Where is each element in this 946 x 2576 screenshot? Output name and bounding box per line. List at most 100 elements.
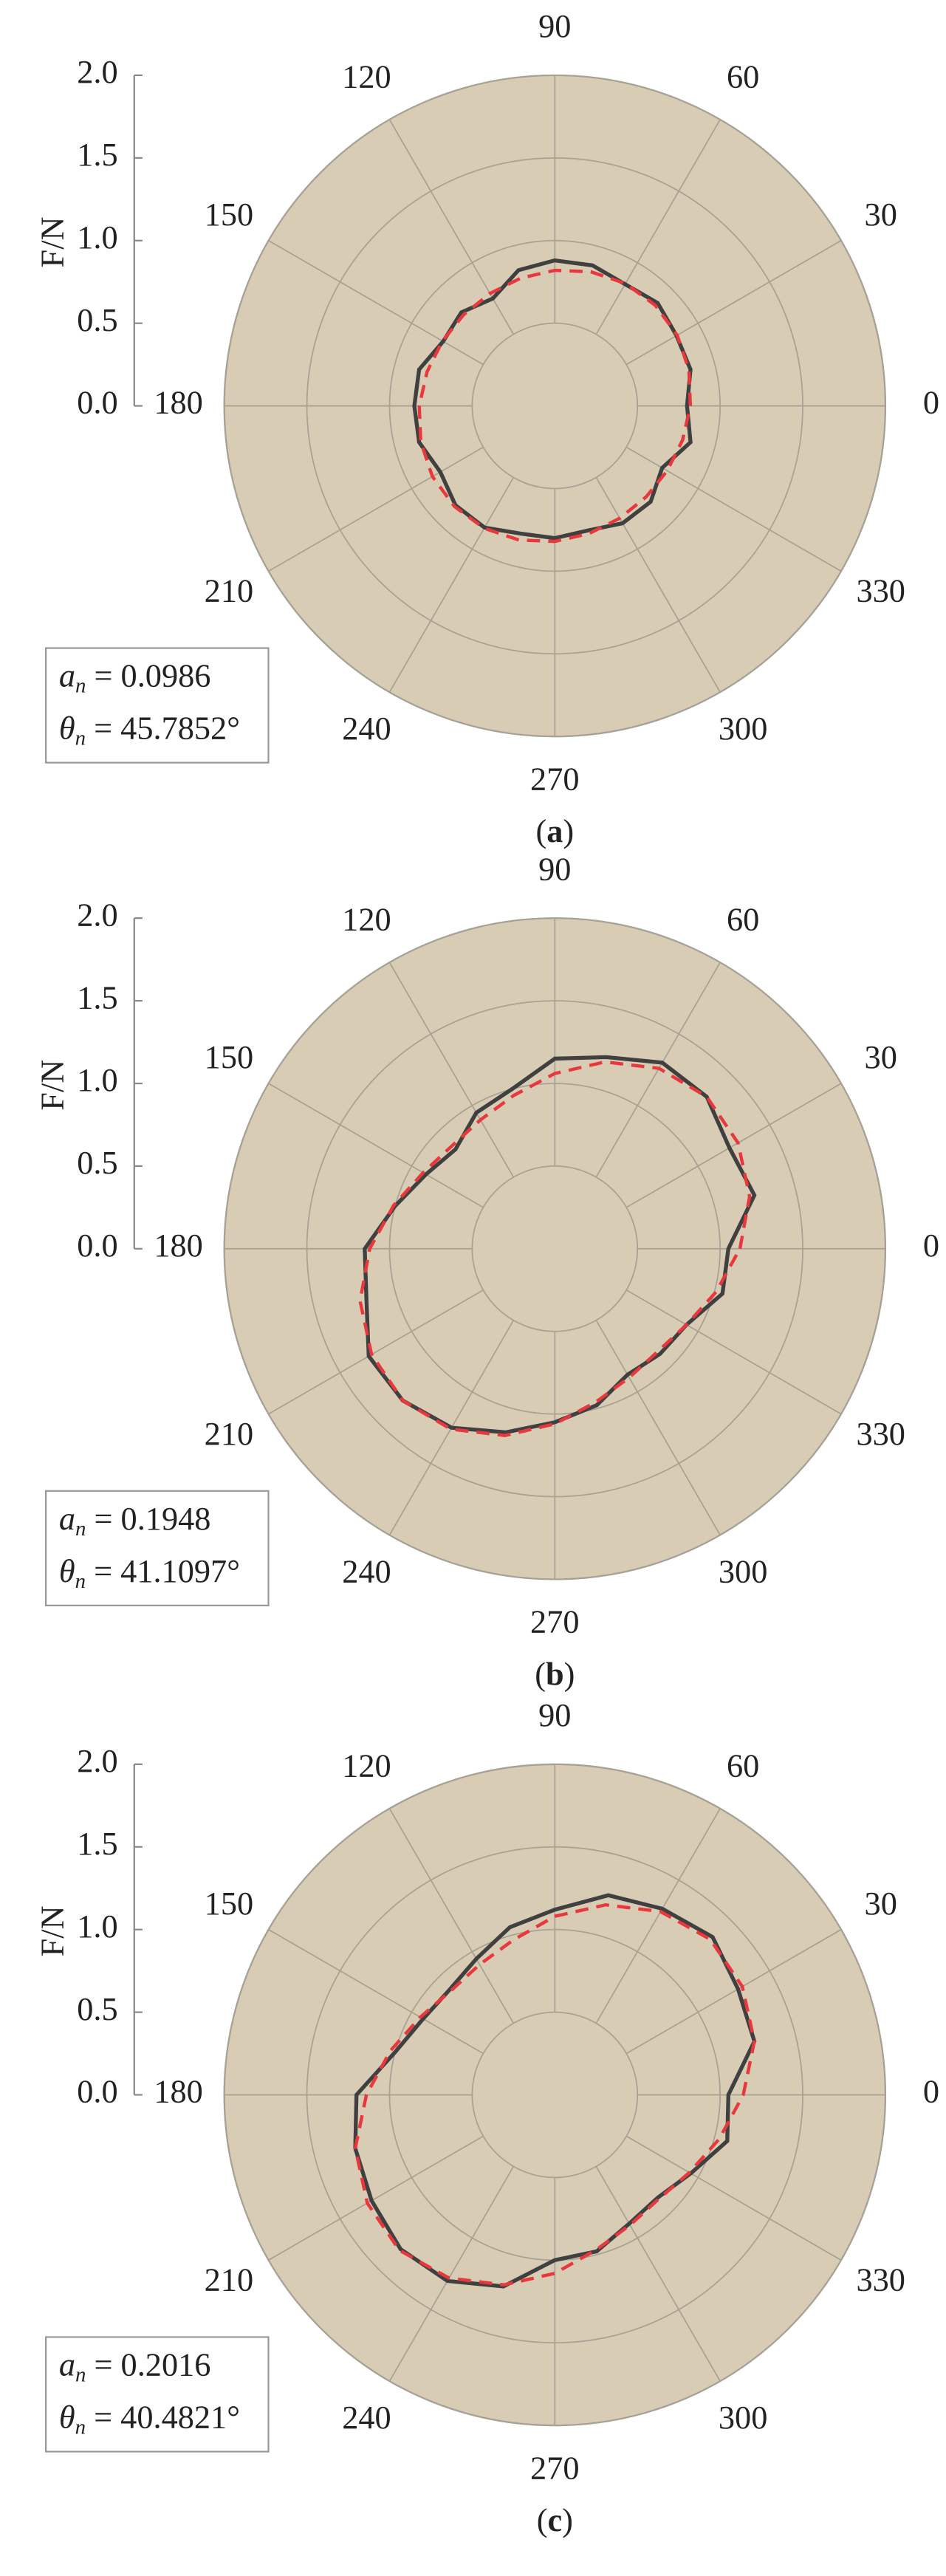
angle-label: 180 bbox=[154, 385, 202, 421]
caption: (a) bbox=[535, 813, 574, 849]
angle-label: 30 bbox=[865, 196, 897, 233]
annotation-sub: n bbox=[75, 2415, 86, 2439]
grid-spoke bbox=[388, 962, 515, 1178]
grid-spoke bbox=[268, 1083, 484, 1208]
angle-label: 150 bbox=[205, 196, 253, 233]
angle-label: 240 bbox=[342, 1553, 391, 1589]
angle-label: 240 bbox=[342, 2399, 391, 2436]
caption: (c) bbox=[537, 2502, 573, 2538]
annotation-text: = 0.0986 bbox=[86, 658, 210, 694]
annotation-symbol: θ bbox=[59, 2399, 75, 2436]
angle-label: 330 bbox=[856, 2262, 905, 2298]
angle-label: 150 bbox=[205, 1885, 253, 1922]
angle-label: 270 bbox=[530, 761, 579, 797]
annotation: an = 0.2016 bbox=[59, 2347, 211, 2387]
angle-label: 330 bbox=[856, 1416, 905, 1452]
annotation: θn = 45.7852° bbox=[59, 710, 240, 750]
y-tick-label: 0.0 bbox=[77, 2074, 117, 2110]
annotation-sub: n bbox=[75, 1569, 86, 1592]
angle-label: 150 bbox=[205, 1039, 253, 1075]
annotation: an = 0.1948 bbox=[59, 1501, 211, 1541]
data-line bbox=[363, 1055, 757, 1435]
angle-label: 270 bbox=[530, 2450, 579, 2486]
caption-part: a bbox=[546, 813, 563, 849]
angle-label: 240 bbox=[342, 710, 391, 747]
annotation-symbol: a bbox=[59, 1501, 75, 1537]
angle-label: 210 bbox=[205, 2262, 253, 2298]
grid-spoke bbox=[268, 446, 484, 572]
annotation-text: = 41.1097° bbox=[86, 1553, 240, 1589]
angle-label: 60 bbox=[727, 58, 759, 95]
annotation-symbol: a bbox=[59, 2347, 75, 2383]
angle-label: 120 bbox=[342, 902, 391, 938]
angle-label: 30 bbox=[865, 1885, 897, 1922]
caption-part: ) bbox=[562, 2502, 573, 2538]
annotation-sub: n bbox=[75, 726, 86, 750]
y-tick-label: 1.5 bbox=[77, 137, 117, 173]
grid-spoke bbox=[625, 1289, 842, 1415]
y-tick-label: 1.5 bbox=[77, 1826, 117, 1862]
angle-label: 60 bbox=[727, 902, 759, 938]
angle-label: 300 bbox=[719, 710, 767, 747]
annotation-box bbox=[45, 2336, 270, 2453]
angle-label: 0 bbox=[923, 2074, 939, 2110]
grid-spoke bbox=[595, 1808, 721, 2024]
grid-spoke bbox=[388, 477, 515, 693]
caption-part: ( bbox=[537, 2502, 548, 2538]
angle-label: 210 bbox=[205, 573, 253, 609]
annotation-box bbox=[45, 647, 270, 764]
y-tick-label: 0.0 bbox=[77, 385, 117, 421]
y-tick-label: 0.0 bbox=[77, 1227, 117, 1264]
annotation-symbol: a bbox=[59, 658, 75, 694]
grid-spoke bbox=[595, 1320, 721, 1535]
angle-label: 0 bbox=[923, 1227, 939, 1264]
annotation-text: = 40.4821° bbox=[86, 2399, 240, 2436]
annotation: an = 0.0986 bbox=[59, 658, 211, 698]
caption: (b) bbox=[535, 1657, 575, 1693]
angle-label: 90 bbox=[538, 8, 571, 44]
fit-line bbox=[358, 1060, 752, 1437]
angle-label: 270 bbox=[530, 1604, 579, 1640]
grid-spoke bbox=[268, 2135, 484, 2261]
angle-label: 300 bbox=[719, 1553, 767, 1589]
grid-spoke bbox=[625, 239, 842, 366]
grid-spoke bbox=[388, 1808, 515, 2024]
annotation-sub: n bbox=[75, 674, 86, 697]
angle-label: 120 bbox=[342, 1747, 391, 1784]
grid-spoke bbox=[388, 2165, 515, 2382]
angle-label: 60 bbox=[727, 1747, 759, 1784]
annotation: θn = 40.4821° bbox=[59, 2399, 240, 2439]
angle-label: 90 bbox=[538, 851, 571, 887]
y-axis-label: F/N bbox=[35, 216, 71, 267]
caption-part: ) bbox=[563, 813, 574, 849]
grid-spoke bbox=[595, 119, 721, 335]
angle-label: 30 bbox=[865, 1039, 897, 1075]
grid-spoke bbox=[595, 477, 721, 693]
y-tick-label: 0.5 bbox=[77, 1991, 117, 2027]
y-tick-label: 1.0 bbox=[77, 1908, 117, 1945]
angle-label: 210 bbox=[205, 1416, 253, 1452]
annotation-text: = 45.7852° bbox=[86, 710, 240, 747]
grid-spoke bbox=[268, 1289, 484, 1415]
angle-label: 0 bbox=[923, 385, 939, 421]
angle-label: 180 bbox=[154, 2074, 202, 2110]
grid-spoke bbox=[268, 1928, 484, 2055]
caption-part: b bbox=[546, 1657, 564, 1693]
y-axis-label: F/N bbox=[35, 1905, 71, 1956]
y-tick-label: 1.5 bbox=[77, 979, 117, 1015]
grid-spoke bbox=[625, 1928, 842, 2055]
caption-part: ) bbox=[564, 1657, 575, 1693]
annotation-text: = 0.1948 bbox=[86, 1501, 210, 1537]
angle-label: 300 bbox=[719, 2399, 767, 2436]
data-line bbox=[353, 1893, 757, 2289]
data-line bbox=[412, 258, 693, 541]
annotation: θn = 41.1097° bbox=[59, 1553, 240, 1593]
y-axis-label: F/N bbox=[35, 1060, 71, 1111]
y-tick-label: 2.0 bbox=[77, 897, 117, 933]
grid-spoke bbox=[268, 239, 484, 366]
fit-line bbox=[353, 1902, 756, 2286]
angle-label: 330 bbox=[856, 573, 905, 609]
y-tick-label: 1.0 bbox=[77, 219, 117, 256]
caption-part: ( bbox=[535, 1657, 546, 1693]
